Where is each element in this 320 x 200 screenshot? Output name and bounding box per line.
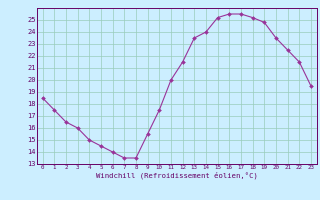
X-axis label: Windchill (Refroidissement éolien,°C): Windchill (Refroidissement éolien,°C) <box>96 172 258 179</box>
